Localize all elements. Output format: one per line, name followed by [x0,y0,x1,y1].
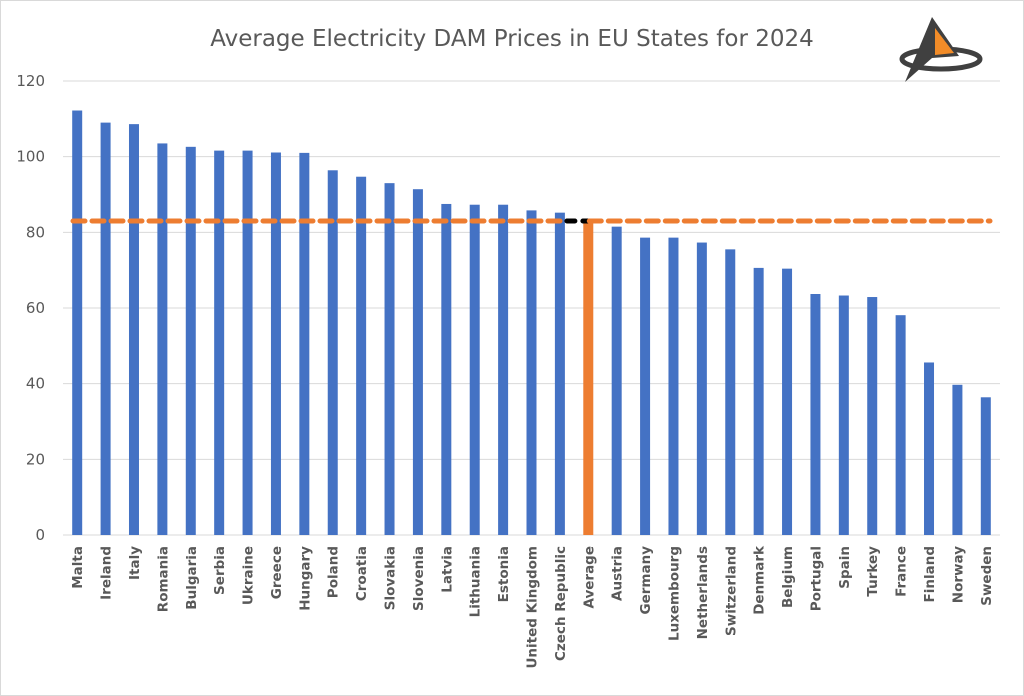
x-tick-label: Turkey [865,546,881,597]
x-tick-label: Malta [70,546,86,589]
bar-denmark [753,267,764,535]
bar-switzerland [725,249,736,535]
logo-arrow-dark [905,17,959,82]
x-tick-label: Serbia [212,546,228,595]
compass-arrow-logo [899,17,983,82]
x-tick-label: Italy [127,546,143,580]
bar-malta [72,110,83,535]
bar-france [895,315,906,535]
logo-arrow-accent [935,28,954,55]
x-tick-label: Czech Republic [553,546,569,661]
chart-title: Average Electricity DAM Prices in EU Sta… [210,26,814,52]
bar-portugal [810,294,821,535]
y-axis-ticks: 0 20 40 60 80 100 120 [16,72,45,544]
x-axis-ticks: Malta Ireland Italy Romania Bulgaria Serbia Uk… [70,545,995,669]
y-tick-label: 40 [26,375,45,393]
bar-slovenia [412,189,423,535]
x-tick-label: Slovakia [383,546,399,610]
x-tick-label: Lithuania [468,546,484,617]
x-tick-label: Hungary [297,546,313,611]
bar-turkey [867,297,878,535]
bar-croatia [356,176,367,536]
bars [72,110,991,536]
x-tick-label: Croatia [354,546,370,601]
bar-estonia [498,204,509,535]
y-tick-label: 0 [35,526,45,544]
bar-spain [838,295,849,535]
y-tick-label: 60 [26,299,45,317]
x-tick-label: Bulgaria [184,546,200,610]
x-tick-label: Ukraine [241,546,257,605]
y-tick-label: 100 [16,148,45,166]
bar-finland [924,362,935,535]
bar-bulgaria [185,146,196,535]
bar-united-kingdom [526,210,537,535]
bar-average [583,220,594,535]
x-tick-label: Germany [638,546,654,615]
x-tick-label: Latvia [439,546,455,593]
x-tick-label: Luxembourg [666,546,682,641]
bar-austria [611,226,622,536]
x-tick-label: Austria [610,546,626,601]
bar-italy [128,124,139,535]
x-tick-label: Belgium [780,546,796,608]
x-tick-label: Average [581,546,597,609]
x-tick-label: Estonia [496,546,512,602]
x-tick-label: Sweden [979,546,995,606]
bar-hungary [299,152,310,535]
x-tick-label: Ireland [99,546,115,600]
bar-romania [157,143,168,536]
bar-latvia [441,203,452,536]
y-tick-label: 80 [26,223,45,241]
x-tick-label: France [894,546,910,597]
bar-serbia [214,150,225,535]
bar-ireland [100,122,111,535]
x-tick-label: Denmark [752,545,768,615]
x-tick-label: Netherlands [695,546,711,639]
y-tick-label: 20 [26,450,45,468]
x-tick-label: Switzerland [723,546,739,636]
x-tick-label: Spain [837,546,853,589]
x-tick-label: Portugal [808,546,824,611]
bar-ukraine [242,150,253,535]
bar-norway [952,384,963,535]
bar-sweden [980,397,991,535]
bar-poland [327,170,338,535]
x-tick-label: Poland [326,546,342,598]
bar-slovakia [384,183,395,535]
x-tick-label: United Kingdom [525,546,541,669]
x-tick-label: Slovenia [411,546,427,611]
bar-germany [640,237,651,535]
y-tick-label: 120 [16,72,45,90]
bar-luxembourg [668,237,679,535]
x-tick-label: Greece [269,546,285,599]
bar-belgium [782,268,793,535]
bar-netherlands [696,242,707,535]
x-tick-label: Finland [922,546,938,602]
bar-greece [270,152,281,535]
x-tick-label: Norway [950,546,966,603]
x-tick-label: Romania [155,546,171,612]
bar-lithuania [469,204,480,535]
bar-czech-republic [554,212,565,535]
